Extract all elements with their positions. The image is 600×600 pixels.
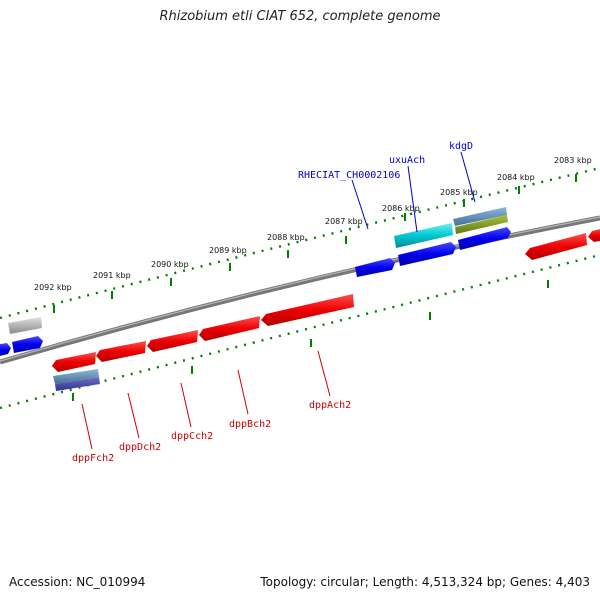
- genome-backbone: [0, 215, 600, 365]
- kbp-label: 2085 kbp: [440, 188, 478, 197]
- kbp-scale-labels: 2083 kbp 2084 kbp 2085 kbp 2086 kbp 2087…: [34, 156, 592, 292]
- gene-feature[interactable]: [8, 317, 42, 334]
- gene-feature[interactable]: [55, 377, 100, 391]
- gene-feature[interactable]: [147, 330, 198, 352]
- kbp-label: 2088 kbp: [267, 233, 305, 242]
- gene-feature[interactable]: [53, 369, 99, 384]
- label-leader-lines: [81, 151, 476, 450]
- gene-label-kdgD[interactable]: kdgD: [449, 141, 473, 152]
- gene-label-dppDch2[interactable]: dppDch2: [119, 442, 161, 453]
- gene-label-dppBch2[interactable]: dppBch2: [229, 419, 271, 430]
- top-tick-track: [0, 166, 600, 320]
- gene-label-dppAch2[interactable]: dppAch2: [309, 400, 351, 411]
- kbp-label: 2084 kbp: [497, 173, 535, 182]
- gene-feature[interactable]: [394, 223, 453, 248]
- gene-feature[interactable]: [588, 228, 600, 242]
- kbp-label: 2092 kbp: [34, 283, 72, 292]
- gene-feature[interactable]: [52, 352, 96, 372]
- gene-feature[interactable]: [453, 207, 507, 226]
- kbp-label: 2089 kbp: [209, 246, 247, 255]
- gene-label-RHECIAT_CH0002106[interactable]: RHECIAT_CH0002106: [298, 170, 400, 181]
- gene-feature[interactable]: [398, 242, 456, 266]
- gene-feature[interactable]: [525, 233, 587, 260]
- gene-feature[interactable]: [199, 316, 260, 341]
- genome-summary-text: Topology: circular; Length: 4,513,324 bp…: [260, 575, 590, 589]
- genome-backbone-highlight: [0, 216, 600, 362]
- kbp-label: 2091 kbp: [93, 271, 131, 280]
- forward-strand-genes: [0, 207, 511, 357]
- gene-label-uxuAch[interactable]: uxuAch: [389, 155, 425, 166]
- accession-text: Accession: NC_010994: [9, 575, 146, 589]
- kbp-label: 2083 kbp: [554, 156, 592, 165]
- gene-feature[interactable]: [0, 343, 11, 357]
- gene-feature[interactable]: [355, 258, 395, 277]
- gene-labels: kdgD uxuAch RHECIAT_CH0002106 dppAch2 dp…: [72, 141, 473, 464]
- gene-feature[interactable]: [12, 336, 43, 353]
- gene-feature[interactable]: [96, 341, 146, 362]
- map-title: Rhizobium etli CIAT 652, complete genome: [159, 9, 441, 24]
- bottom-tick-track: [0, 253, 600, 410]
- reverse-strand-genes: [52, 228, 600, 391]
- gene-label-dppFch2[interactable]: dppFch2: [72, 453, 114, 464]
- kbp-label: 2090 kbp: [151, 260, 189, 269]
- kbp-label: 2087 kbp: [325, 217, 363, 226]
- kbp-label: 2086 kbp: [382, 204, 420, 213]
- gene-feature[interactable]: [458, 227, 511, 250]
- gene-feature[interactable]: [455, 215, 508, 234]
- gene-label-dppCch2[interactable]: dppCch2: [171, 431, 213, 442]
- gene-feature[interactable]: [261, 294, 354, 326]
